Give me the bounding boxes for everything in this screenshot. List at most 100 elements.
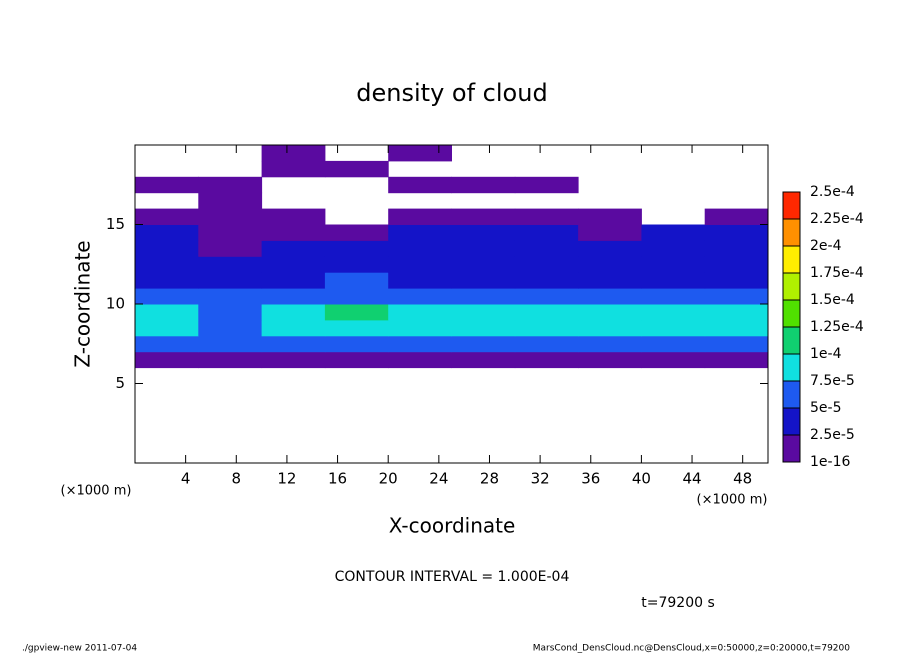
heat-cell — [704, 272, 769, 289]
heat-cell — [578, 351, 642, 369]
heat-cell — [135, 319, 199, 337]
heat-cell — [324, 160, 389, 178]
heat-cell — [135, 351, 199, 369]
heat-cell — [388, 224, 452, 241]
heat-cell — [514, 224, 579, 241]
colorbar-label: 1e-4 — [810, 346, 842, 362]
heat-cell — [198, 224, 263, 241]
heat-cell — [514, 256, 579, 273]
heat-cell — [261, 288, 326, 305]
heat-cell — [641, 256, 706, 273]
colorbar-box — [783, 354, 800, 381]
heat-cell — [388, 176, 452, 194]
heat-cell — [198, 208, 263, 225]
colorbar-label: 2.5e-5 — [810, 427, 855, 443]
heat-cell — [704, 288, 769, 305]
heat-cell — [324, 351, 389, 369]
heat-cell — [198, 335, 263, 353]
heat-cell — [324, 272, 389, 289]
colorbar-label: 1.25e-4 — [810, 319, 864, 335]
heat-cell — [641, 288, 706, 305]
heat-cell — [451, 288, 516, 305]
colorbar-label: 2e-4 — [810, 238, 842, 254]
heat-cell — [198, 288, 263, 305]
heat-cell — [514, 335, 579, 353]
heat-cell — [451, 208, 516, 225]
heat-cell — [261, 335, 326, 353]
y-tick-label: 5 — [115, 374, 125, 392]
x-tick-label: 8 — [232, 470, 242, 488]
colorbar-box — [783, 300, 800, 327]
heat-cell — [578, 272, 642, 289]
heat-cell — [704, 351, 769, 369]
heat-cell — [135, 240, 199, 257]
heat-cell — [261, 272, 326, 289]
heat-cell — [514, 304, 579, 321]
heat-cell — [578, 288, 642, 305]
heat-cell — [135, 304, 199, 321]
x-tick-label: 44 — [682, 470, 701, 488]
heat-cell — [514, 208, 579, 225]
heat-cell — [451, 224, 516, 241]
heat-cell — [324, 335, 389, 353]
footer: ./gpview-new 2011-07-04 — [22, 644, 137, 654]
heat-cell — [198, 304, 263, 321]
heat-cell — [641, 272, 706, 289]
heat-cell — [198, 319, 263, 337]
heat-cell — [578, 335, 642, 353]
heat-cell — [641, 304, 706, 321]
colorbar-label: 1.5e-4 — [810, 292, 855, 308]
x-tick-label: 48 — [733, 470, 752, 488]
heat-cell — [704, 224, 769, 241]
colorbar-label: 5e-5 — [810, 400, 841, 416]
heat-cell — [135, 272, 199, 289]
heat-cell — [514, 240, 579, 257]
heat-cell — [641, 351, 706, 369]
colorbar-box — [783, 435, 800, 462]
colorbar-box — [783, 219, 800, 246]
heat-cell — [261, 256, 326, 273]
heat-cell — [704, 335, 769, 353]
colorbar-label: 2.5e-4 — [810, 184, 855, 200]
colorbar-box — [783, 381, 800, 408]
heat-cell — [198, 351, 263, 369]
heat-cell — [324, 256, 389, 273]
heat-cell — [388, 351, 452, 369]
heat-cell — [641, 319, 706, 337]
heat-cell — [388, 240, 452, 257]
contour-note: CONTOUR INTERVAL = 1.000E-04 — [335, 569, 570, 585]
heat-cell — [388, 272, 452, 289]
heat-cell — [578, 224, 642, 241]
colorbar-label: 1.75e-4 — [810, 265, 864, 281]
heat-cell — [514, 351, 579, 369]
footer: MarsCond_DensCloud.nc@DensCloud,x=0:5000… — [533, 644, 850, 654]
heat-cell — [641, 240, 706, 257]
y-tick-label: 15 — [106, 215, 125, 233]
heat-cell — [198, 272, 263, 289]
heat-cell — [451, 304, 516, 321]
x-tick-label: 20 — [379, 470, 398, 488]
colorbar-box — [783, 273, 800, 300]
heat-cell — [388, 288, 452, 305]
heat-cell — [135, 224, 199, 241]
x-tick-label: 36 — [581, 470, 600, 488]
heat-cell — [324, 240, 389, 257]
heat-cell — [135, 256, 199, 273]
heat-cell — [388, 145, 452, 162]
heat-cell — [261, 160, 326, 178]
heat-cell — [704, 256, 769, 273]
y-axis-label: Z-coordinate — [71, 240, 95, 367]
x-tick-label: 28 — [480, 470, 499, 488]
heat-cell — [704, 240, 769, 257]
heat-cell — [578, 319, 642, 337]
colorbar-box — [783, 408, 800, 435]
heat-cell — [198, 256, 263, 273]
x-tick-label: 40 — [632, 470, 651, 488]
heat-cell — [261, 145, 326, 162]
heat-cell — [324, 224, 389, 241]
colorbar-label: 7.5e-5 — [810, 373, 855, 389]
heat-cell — [578, 256, 642, 273]
heat-cell — [261, 208, 326, 225]
colorbar-box — [783, 246, 800, 273]
heat-cell — [261, 240, 326, 257]
